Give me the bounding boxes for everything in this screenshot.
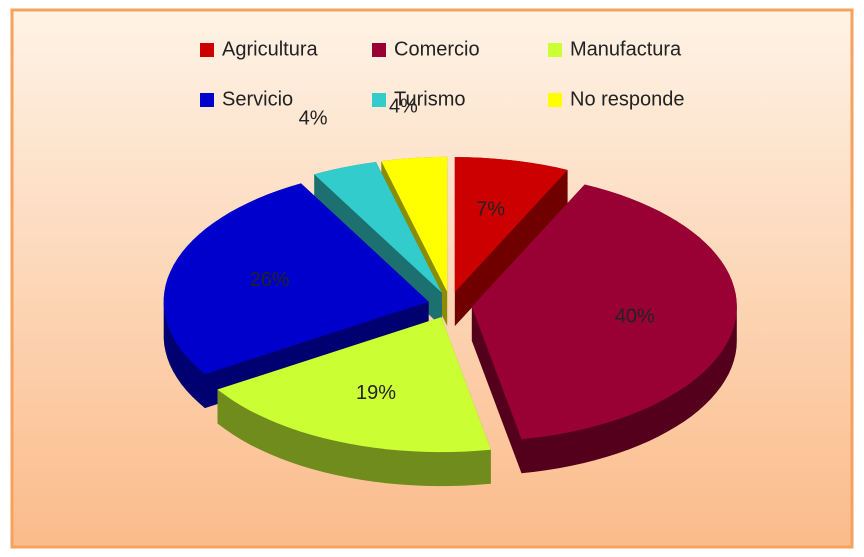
legend-swatch (200, 43, 214, 57)
legend-swatch (200, 93, 214, 107)
data-label: 4% (299, 107, 328, 129)
data-label: 19% (356, 382, 396, 404)
data-label: 26% (250, 269, 290, 291)
legend-swatch (372, 93, 386, 107)
slice-top (163, 183, 429, 375)
slice-top (314, 162, 442, 293)
slice (471, 184, 737, 474)
slice-top (381, 156, 448, 292)
legend-label: Servicio (222, 88, 293, 110)
slice-top (454, 157, 568, 293)
slice-top (217, 317, 491, 453)
slice-top (471, 184, 737, 440)
legend-label: Turismo (394, 88, 465, 110)
legend-label: No responde (570, 88, 685, 110)
legend-swatch (372, 43, 386, 57)
legend-label: Agricultura (222, 38, 318, 60)
legend-swatch (548, 43, 562, 57)
legend-swatch (548, 93, 562, 107)
data-label: 7% (476, 199, 505, 221)
slice (217, 317, 491, 487)
legend-label: Comercio (394, 38, 480, 60)
legend-label: Manufactura (570, 38, 682, 60)
data-label: 4% (389, 95, 418, 117)
data-label: 40% (615, 305, 655, 327)
slice (454, 157, 568, 327)
